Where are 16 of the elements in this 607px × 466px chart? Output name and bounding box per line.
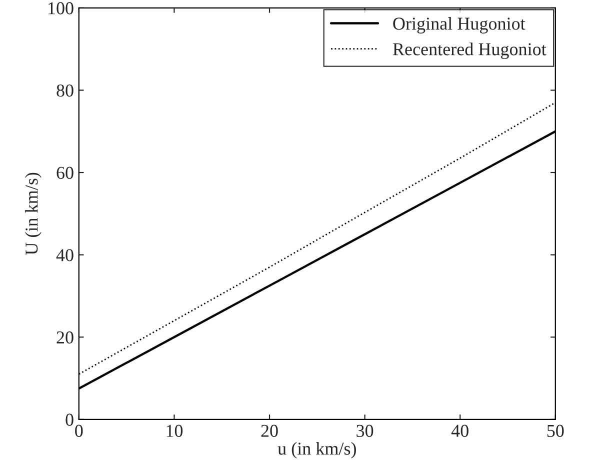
y-tick-label: 80	[56, 84, 74, 97]
y-tick-label: 60	[56, 166, 74, 179]
x-tick-label: 40	[451, 424, 468, 437]
x-tick-label: 50	[547, 424, 564, 437]
y-tick-label: 40	[56, 249, 74, 262]
x-tick-label: 10	[166, 424, 183, 437]
legend-label: Original Hugoniot	[393, 17, 526, 34]
x-tick-label: 0	[75, 424, 83, 437]
y-axis-title: U (in km/s)	[25, 172, 42, 255]
y-tick-label: 100	[48, 2, 74, 14]
x-tick-label: 30	[356, 424, 374, 437]
y-tick-label: 20	[56, 331, 74, 344]
legend-label: Recentered Hugoniot	[392, 42, 546, 60]
y-tick-label: 0	[66, 414, 74, 426]
x-tick-label: 20	[261, 424, 278, 437]
x-axis-title: u (in km/s)	[278, 442, 356, 458]
